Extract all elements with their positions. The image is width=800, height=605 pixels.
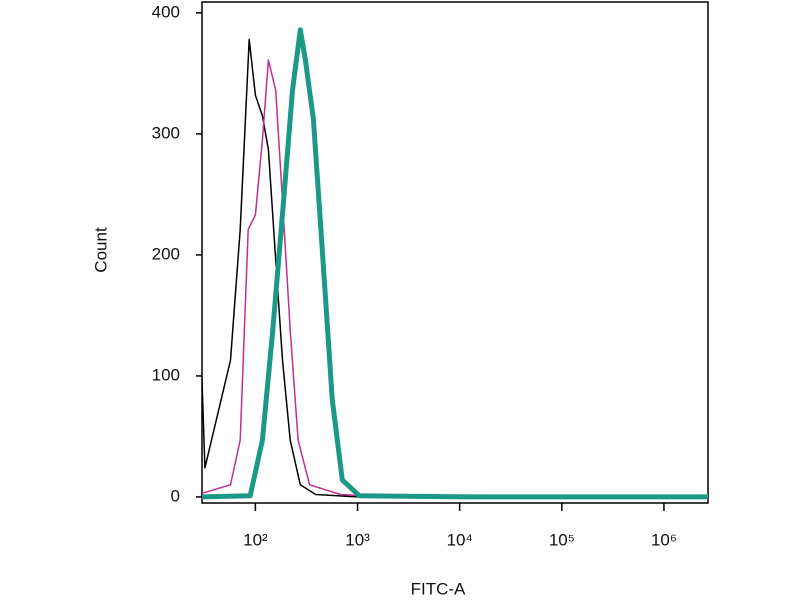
x-tick-label: 10³	[345, 530, 370, 549]
plot-frame	[201, 1, 709, 504]
y-tick-label: 200	[152, 244, 180, 263]
x-tick-label: 10⁵	[549, 530, 575, 549]
x-tick-label: 10²	[243, 530, 268, 549]
y-tick-label: 100	[152, 365, 180, 384]
y-axis-label: Count	[91, 227, 110, 273]
series-line	[202, 38, 708, 498]
x-tick-label: 10⁴	[447, 530, 473, 549]
y-tick-label: 0	[171, 486, 180, 505]
x-axis-label: FITC-A	[411, 579, 466, 598]
series-line	[202, 27, 708, 500]
y-tick-label: 300	[152, 123, 180, 142]
y-tick-label: 400	[152, 2, 180, 21]
series-line	[202, 59, 708, 498]
x-tick-label: 10⁶	[651, 530, 677, 549]
